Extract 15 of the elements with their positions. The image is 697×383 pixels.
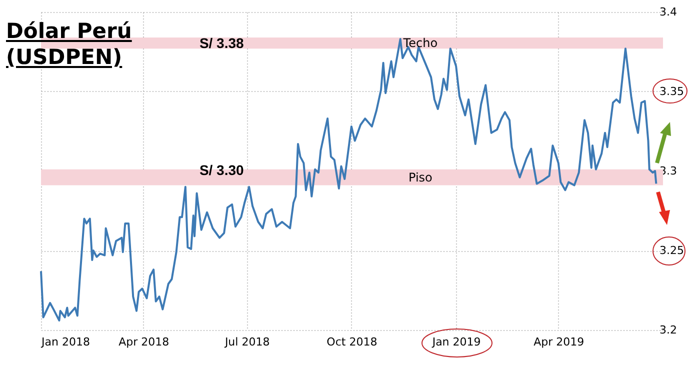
band-label: Piso bbox=[408, 170, 432, 184]
band-label: Techo bbox=[402, 36, 438, 50]
text: Dólar Perú (USDPEN) bbox=[6, 18, 133, 70]
x-tick-label: Apr 2018 bbox=[118, 336, 170, 348]
x-tick-label: Jan 2019 bbox=[431, 336, 481, 348]
x-tick-label: Oct 2018 bbox=[326, 336, 378, 348]
x-tick-label: Jul 2018 bbox=[224, 336, 270, 348]
x-tick-label: Jan 2018 bbox=[40, 336, 90, 348]
x-tick-label: Apr 2019 bbox=[534, 336, 584, 348]
annotation: S/ 3.30 bbox=[199, 162, 244, 178]
y-tick-label: 3.35 bbox=[660, 85, 684, 98]
y-tick-label: 3.2 bbox=[660, 324, 677, 336]
y-tick-label: 3.4 bbox=[660, 6, 677, 18]
annotation: S/ 3.38 bbox=[199, 34, 244, 51]
y-tick-label: 3.25 bbox=[660, 244, 684, 257]
